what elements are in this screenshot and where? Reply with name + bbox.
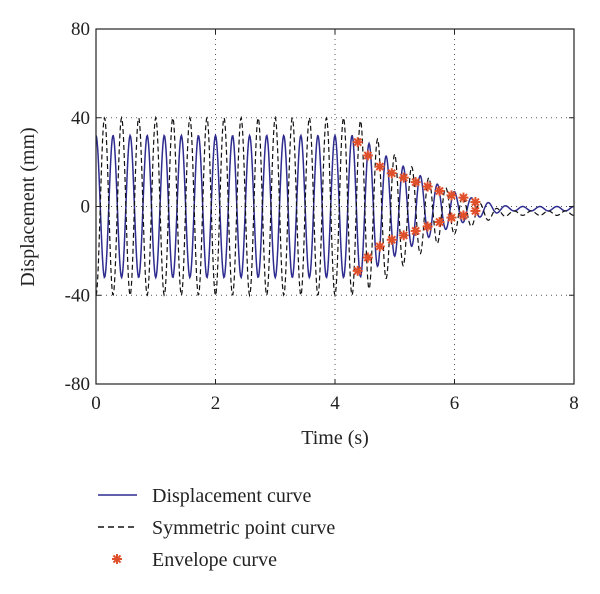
y-tick-label: 40 bbox=[71, 108, 90, 129]
envelope-point bbox=[398, 230, 409, 241]
envelope-point bbox=[422, 221, 433, 232]
plot-area bbox=[95, 115, 575, 298]
envelope-point bbox=[470, 205, 481, 216]
x-tick-label: 6 bbox=[450, 393, 460, 414]
envelope-point bbox=[386, 168, 397, 179]
envelope-point bbox=[410, 225, 421, 236]
envelope-point bbox=[458, 210, 469, 221]
envelope-point bbox=[422, 181, 433, 192]
y-tick-label: 0 bbox=[81, 197, 91, 218]
x-tick-label: 8 bbox=[569, 393, 579, 414]
envelope-point bbox=[352, 137, 363, 148]
y-tick-label: 80 bbox=[71, 19, 90, 40]
legend-label-envelope: Envelope curve bbox=[152, 549, 277, 571]
envelope-point bbox=[362, 252, 373, 263]
envelope-point bbox=[362, 150, 373, 161]
envelope-point bbox=[470, 197, 481, 208]
envelope-point bbox=[410, 177, 421, 188]
envelope-point bbox=[458, 192, 469, 203]
displacement-curve-line bbox=[95, 133, 575, 280]
envelope-point bbox=[374, 241, 385, 252]
y-tick-label: -80 bbox=[65, 374, 90, 395]
y-tick-label: -40 bbox=[65, 285, 90, 306]
envelope-point bbox=[446, 212, 457, 223]
envelope-point bbox=[434, 217, 445, 228]
legend-swatch-envelope bbox=[112, 554, 122, 564]
x-tick-label: 4 bbox=[330, 393, 340, 414]
tick-labels: 0 2 4 6 8 80 40 0 -40 -80 bbox=[65, 19, 579, 414]
axes-frame bbox=[95, 28, 575, 385]
x-tick-label: 2 bbox=[211, 393, 221, 414]
legend-label-displacement: Displacement curve bbox=[152, 485, 311, 507]
legend-label-symmetric: Symmetric point curve bbox=[152, 517, 335, 539]
plot-border bbox=[95, 28, 575, 385]
grid-lines bbox=[96, 29, 574, 384]
legend: Displacement curve Symmetric point curve… bbox=[98, 485, 335, 571]
envelope-point bbox=[352, 265, 363, 276]
legend-star-marker bbox=[112, 554, 122, 564]
envelope-point bbox=[446, 190, 457, 201]
y-axis-title: Displacement (mm) bbox=[17, 127, 39, 286]
envelope-point bbox=[398, 172, 409, 183]
x-axis-title: Time (s) bbox=[301, 427, 369, 449]
envelope-point bbox=[386, 234, 397, 245]
x-tick-label: 0 bbox=[91, 393, 101, 414]
envelope-point bbox=[434, 185, 445, 196]
envelope-point bbox=[374, 161, 385, 172]
symmetric-point-curve-line bbox=[95, 115, 575, 298]
